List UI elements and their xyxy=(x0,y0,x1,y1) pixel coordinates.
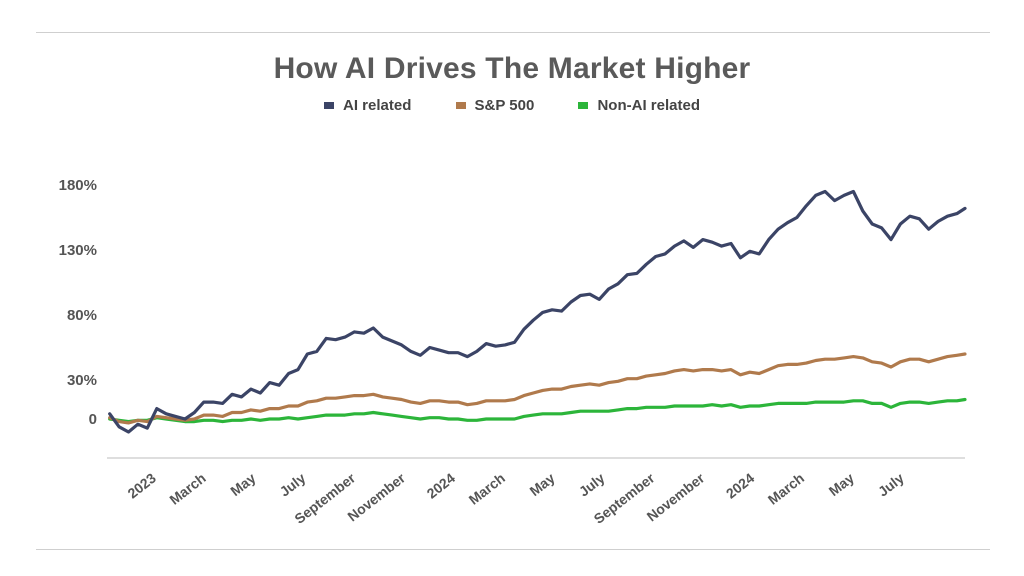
x-tick-label-8: May xyxy=(526,470,557,500)
y-tick-label-0: 0 xyxy=(89,411,97,428)
legend-item-ai-related: AI related xyxy=(324,97,411,114)
x-tick-label-7: March xyxy=(466,470,508,508)
series-line-ai-related xyxy=(108,189,967,434)
legend-swatch-ai-related xyxy=(324,101,334,109)
x-tick-label-3: July xyxy=(277,470,309,500)
y-tick-label-4: 180% xyxy=(59,177,97,194)
y-tick-label-2: 80% xyxy=(67,307,97,324)
legend-swatch-non-ai-related xyxy=(578,101,589,109)
x-tick-label-1: March xyxy=(166,470,208,508)
x-tick-label-12: 2024 xyxy=(723,470,758,502)
x-tick-label-2: May xyxy=(227,470,258,500)
chart-title: How AI Drives The Market Higher xyxy=(273,52,751,85)
legend-swatch-sp500 xyxy=(455,101,466,109)
series-line-s-p-500 xyxy=(108,352,967,425)
x-tick-label-6: 2024 xyxy=(424,470,459,502)
x-tick-label-9: July xyxy=(576,470,608,500)
x-tick-label-0: 2023 xyxy=(124,470,159,502)
x-tick-label-14: May xyxy=(826,470,857,500)
x-tick-label-15: July xyxy=(875,470,907,500)
legend-label-non-ai-related: Non-AI related xyxy=(597,97,700,114)
y-tick-label-1: 30% xyxy=(67,372,97,389)
bottom-divider xyxy=(36,549,990,550)
legend-item-non-ai-related: Non-AI related xyxy=(578,97,700,114)
chart-legend: AI related S&P 500 Non-AI related xyxy=(0,97,1024,114)
legend-label-sp500: S&P 500 xyxy=(474,97,535,114)
legend-label-ai-related: AI related xyxy=(343,97,412,114)
series-line-non-ai-related xyxy=(108,397,967,424)
y-tick-label-3: 130% xyxy=(59,242,97,259)
x-tick-label-13: March xyxy=(765,470,807,508)
legend-item-sp500: S&P 500 xyxy=(455,97,535,114)
top-divider xyxy=(36,32,990,33)
